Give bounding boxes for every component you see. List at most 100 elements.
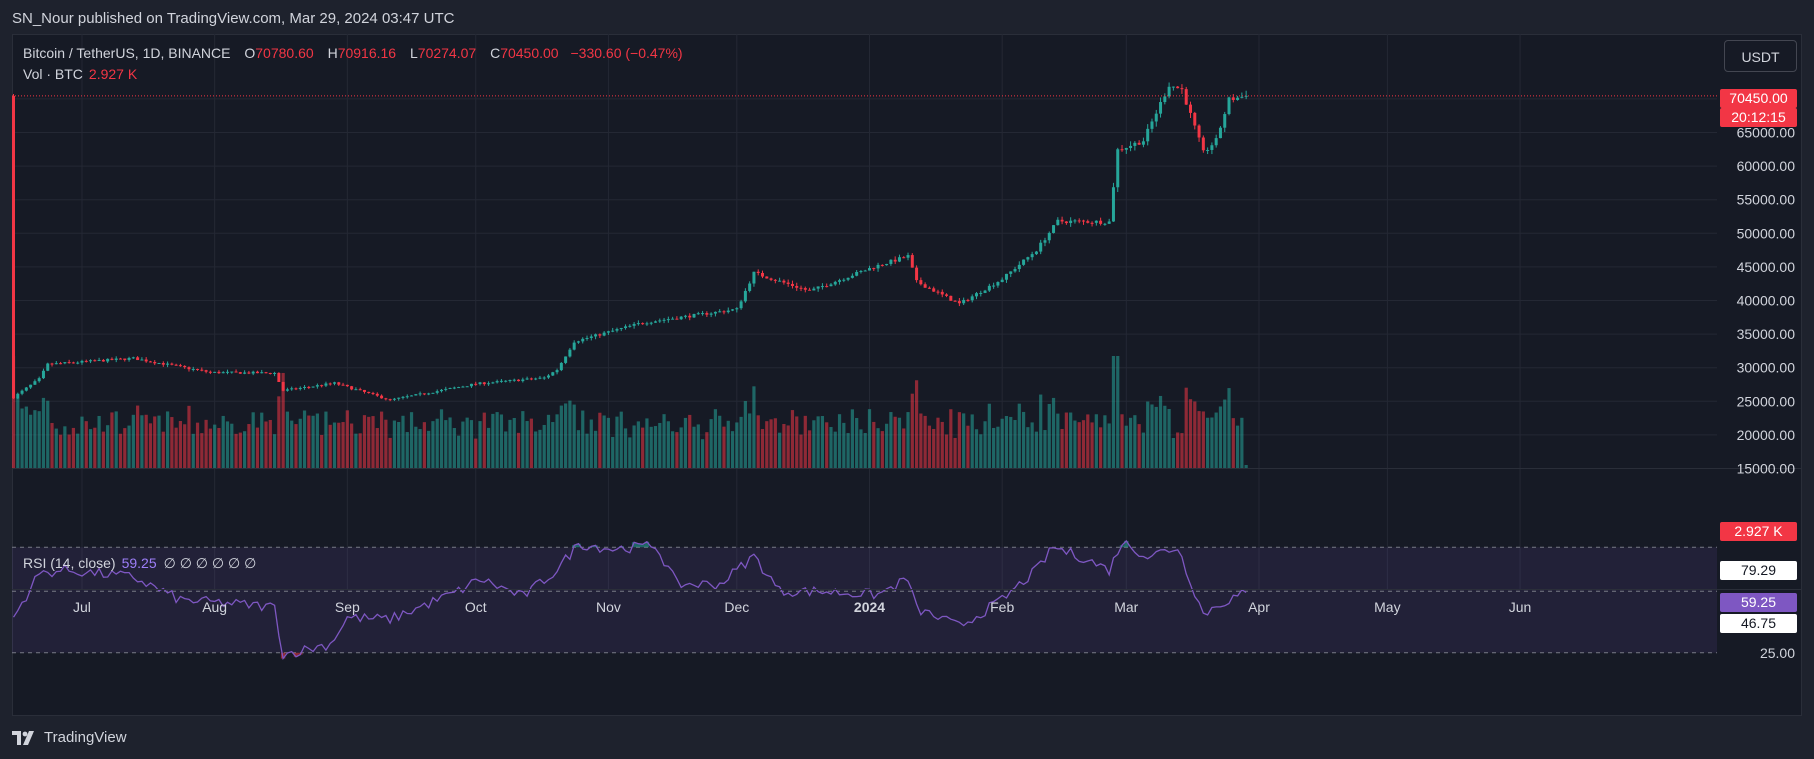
volume-bar (1009, 416, 1013, 468)
volume-bar (756, 415, 760, 468)
candle-body (850, 275, 854, 278)
candle-body (469, 383, 473, 387)
candle-body (945, 294, 949, 296)
volume-bar (564, 403, 568, 468)
volume-bar (1197, 411, 1201, 468)
volume-bar (80, 416, 84, 468)
rsi-lower-tag: 46.75 (1720, 614, 1797, 633)
volume-bar (243, 431, 247, 468)
volume-bar (735, 422, 739, 468)
volume-bar (170, 417, 174, 468)
volume-bar (350, 423, 354, 468)
candle-body (307, 386, 311, 388)
candle-body (1030, 254, 1034, 258)
volume-bar (782, 423, 786, 468)
volume-bar (1240, 417, 1244, 468)
volume-bar (653, 426, 658, 468)
candle-body (1077, 220, 1081, 222)
candle-body (1090, 222, 1094, 224)
candle-body (285, 389, 289, 391)
candle-body (975, 293, 978, 297)
volume-bar (606, 417, 611, 468)
price-tick-label: 40000.00 (1737, 293, 1796, 309)
volume-bar (760, 429, 765, 468)
candle-body (872, 268, 876, 270)
volume-bar (855, 418, 859, 468)
axes: 65000.00 60000.00 55000.00 50000.00 45000.00… (12, 125, 1802, 661)
volume-bar (414, 426, 418, 468)
volume-bar (696, 424, 700, 468)
volume-bar (401, 415, 405, 468)
volume-bar (534, 431, 538, 468)
candle-body (251, 371, 255, 374)
candle-body (778, 280, 782, 282)
price-tick-label: 50000.00 (1737, 225, 1796, 241)
volume-bar (272, 434, 277, 468)
volume-bar (123, 428, 127, 468)
volume-bar (1116, 356, 1120, 468)
candle-body (731, 309, 735, 311)
candle-body (136, 357, 140, 361)
volume-bar (636, 421, 640, 468)
chart-canvas[interactable]: 65000.00 60000.00 55000.00 50000.00 45000.00… (12, 34, 1802, 716)
candle-body (367, 391, 371, 393)
volume-bar (615, 416, 619, 468)
volume-bar (409, 412, 414, 468)
volume-bar (110, 412, 114, 468)
candle-body (1163, 96, 1167, 103)
volume-bar (302, 410, 307, 468)
candle-body (692, 313, 696, 318)
volume-bar (298, 418, 302, 468)
volume-bar (478, 421, 482, 468)
time-tick-label: Mar (1114, 599, 1138, 615)
candle-body (808, 289, 812, 291)
volume-bar (1167, 409, 1171, 468)
symbol-legend[interactable]: Bitcoin / TetherUS, 1D, BINANCE O70780.6… (23, 45, 683, 61)
open-value: 70780.60 (255, 45, 314, 61)
volume-bar (29, 414, 33, 468)
candle-body (435, 391, 439, 393)
candle-body (63, 362, 67, 364)
candle-body (799, 287, 803, 289)
volume-bar (63, 426, 67, 468)
volume-bar (927, 425, 932, 468)
volume-bar (157, 415, 161, 468)
candle-body (166, 363, 170, 365)
candle-body (996, 282, 1000, 286)
volume-bar (992, 427, 996, 468)
tradingview-brand[interactable]: TradingView (12, 729, 127, 746)
volume-bar (1064, 412, 1068, 468)
candle-body (101, 359, 105, 362)
candle-body (375, 393, 379, 396)
volume-bar (1107, 423, 1111, 468)
volume-bar (683, 417, 688, 468)
volume-bar (645, 418, 649, 468)
volume-bar (131, 414, 135, 468)
volume-bar (1021, 411, 1026, 468)
candle-body (619, 328, 623, 330)
volume-bar (675, 432, 679, 468)
candle-body (769, 278, 773, 280)
volume-bar (649, 426, 653, 468)
low-label: L (409, 45, 418, 61)
volume-bar (362, 415, 367, 468)
candle-body (174, 364, 178, 366)
currency-button[interactable]: USDT (1724, 40, 1797, 72)
rsi-legend[interactable]: RSI (14, close) 59.25 ∅ ∅ ∅ ∅ ∅ ∅ (23, 555, 256, 572)
volume-bar (50, 422, 54, 468)
volume-bar (88, 429, 93, 468)
volume-bar (872, 421, 876, 468)
volume-bar (1034, 431, 1039, 468)
candle-body (1137, 142, 1141, 145)
candle-body (84, 360, 88, 362)
volume-bar (431, 421, 435, 468)
volume-bar (1069, 412, 1073, 468)
volume-bar (850, 409, 854, 468)
volume-bar (114, 411, 118, 468)
candle-body (1034, 251, 1038, 255)
volume-bar (1218, 406, 1223, 468)
volume-bar (846, 433, 850, 468)
volume-legend[interactable]: Vol · BTC 2.927 K (23, 66, 137, 82)
candle-body (525, 378, 529, 380)
volume-bar (632, 425, 636, 468)
